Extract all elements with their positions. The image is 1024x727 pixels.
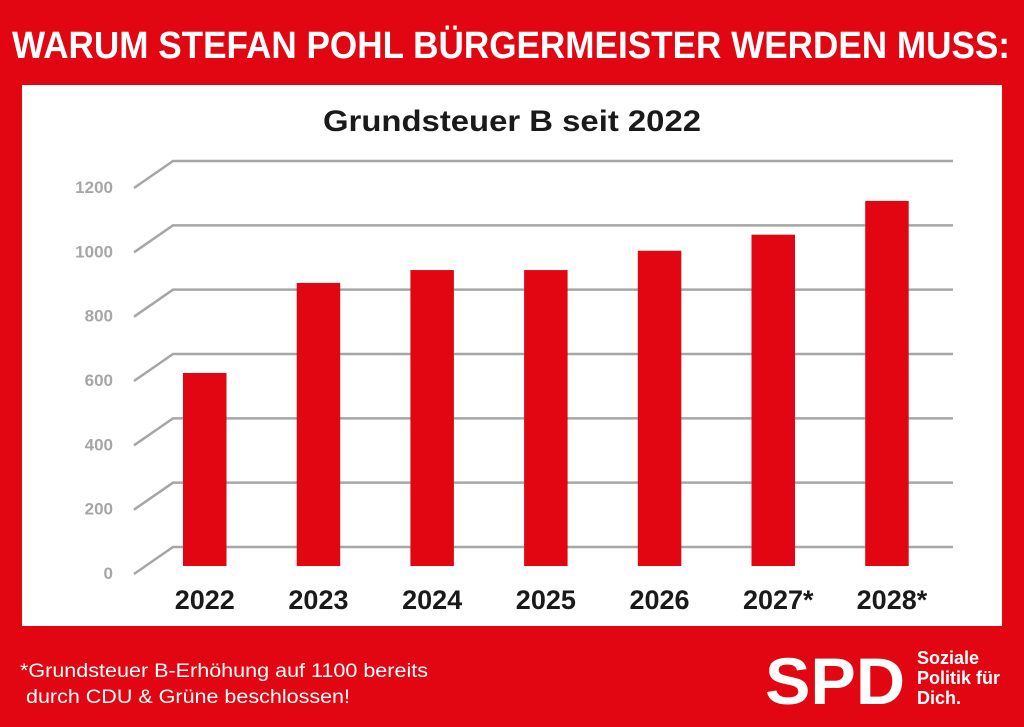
x-tick-label: 2023 [288,585,348,615]
gridline [133,159,953,190]
x-tick-label: 2028* [857,585,928,615]
bar-2026 [637,250,682,566]
gridline [133,224,953,254]
spd-logo: SPD Soziale Politik für Dich. [765,644,1000,718]
y-tick-label: 1000 [75,242,113,261]
y-tick-label: 1200 [75,178,113,197]
x-tick-label: 2025 [516,585,576,615]
headline: WARUM STEFAN POHL BÜRGERMEISTER WERDEN M… [12,24,1010,67]
y-axis-ticks: 0 200 400 600 800 1000 1200 [75,178,113,583]
y-tick-label: 600 [85,371,113,390]
x-tick-label: 2027* [743,585,814,615]
gridline [133,288,953,318]
gridline [133,545,953,576]
footnote-line-1: *Grundsteuer B-Erhöhung auf 1100 bereits [20,661,428,682]
gridline [133,481,953,511]
gridline [133,417,953,447]
bar-2022 [183,373,227,566]
y-tick-label: 0 [104,564,113,583]
gridline [133,352,953,383]
y-tick-label: 200 [85,500,113,519]
slogan-line-1: Soziale [917,648,979,668]
bar-2027 [751,234,795,566]
bar-2023 [296,282,341,566]
x-tick-label: 2024 [402,585,462,615]
gridlines [133,159,953,576]
x-tick-label: 2022 [175,585,235,615]
bar-2024 [410,270,454,566]
chart-title: Grundsteuer B seit 2022 [323,105,701,138]
y-tick-label: 400 [85,435,113,454]
slogan-line-3: Dich. [917,688,961,708]
bars [183,200,909,567]
x-axis-labels: 2022 2023 2024 2025 2026 2027* 2028* [175,585,928,615]
bar-2028 [865,200,909,567]
spd-wordmark: SPD [765,644,905,718]
y-tick-label: 800 [85,307,113,326]
x-tick-label: 2026 [630,585,690,615]
bar-2025 [524,270,568,566]
footnote-line-2: durch CDU & Grüne beschlossen! [20,687,350,708]
slogan-line-2: Politik für [917,668,1000,688]
